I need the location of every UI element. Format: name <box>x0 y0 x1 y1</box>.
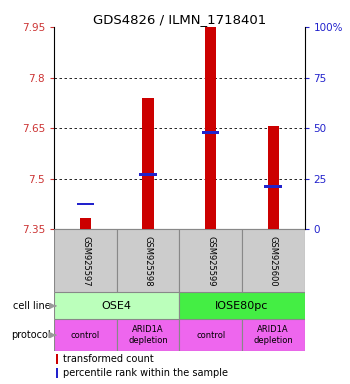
Title: GDS4826 / ILMN_1718401: GDS4826 / ILMN_1718401 <box>93 13 266 26</box>
Bar <box>56 367 58 378</box>
Bar <box>54 319 117 351</box>
Bar <box>202 131 219 134</box>
Text: GSM925597: GSM925597 <box>81 236 90 286</box>
Bar <box>179 319 242 351</box>
Text: OSE4: OSE4 <box>102 301 132 311</box>
Bar <box>54 292 179 319</box>
Bar <box>117 229 179 292</box>
Bar <box>268 126 279 229</box>
Bar <box>56 354 58 364</box>
Text: cell line: cell line <box>13 301 51 311</box>
Text: protocol: protocol <box>12 330 51 340</box>
Text: IOSE80pc: IOSE80pc <box>215 301 269 311</box>
Bar <box>205 27 216 229</box>
Text: control: control <box>196 331 225 340</box>
Text: transformed count: transformed count <box>63 354 154 364</box>
Bar <box>179 229 242 292</box>
Bar <box>117 319 179 351</box>
Bar <box>80 218 91 229</box>
Bar <box>265 185 282 187</box>
Bar <box>139 173 157 176</box>
Bar <box>179 292 304 319</box>
Bar <box>142 98 154 229</box>
Bar <box>54 229 117 292</box>
Bar <box>77 203 94 205</box>
Text: control: control <box>71 331 100 340</box>
Text: GSM925600: GSM925600 <box>269 236 278 286</box>
Text: ARID1A
depletion: ARID1A depletion <box>253 326 293 345</box>
Text: GSM925599: GSM925599 <box>206 236 215 286</box>
Bar <box>242 229 304 292</box>
Bar <box>242 319 304 351</box>
Text: ARID1A
depletion: ARID1A depletion <box>128 326 168 345</box>
Text: percentile rank within the sample: percentile rank within the sample <box>63 368 228 378</box>
Text: GSM925598: GSM925598 <box>144 236 153 286</box>
